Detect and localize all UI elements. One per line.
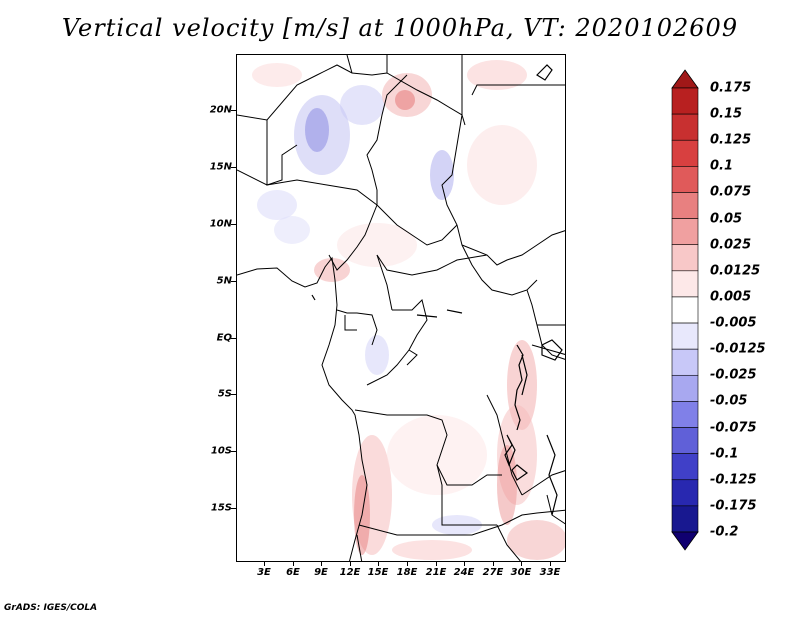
colorbar-label: 0.05 [710, 211, 743, 227]
latitude-label: 15N [209, 161, 232, 173]
longitude-label: 3E [257, 567, 271, 578]
longitude-tick [293, 562, 294, 566]
colorbar-bin [671, 479, 699, 507]
longitude-tick [407, 562, 408, 566]
latitude-label: 5S [217, 388, 232, 400]
latitude-label: 15S [210, 502, 232, 514]
latitude-label: 10N [209, 218, 232, 230]
latitude-tick [231, 110, 236, 111]
longitude-tick [464, 562, 465, 566]
latitude-tick [231, 338, 236, 339]
longitude-tick [521, 562, 522, 566]
colorbar-min-arrow [671, 531, 699, 551]
colorbar-label: 0.0125 [710, 263, 761, 279]
colorbar-bin [671, 374, 699, 402]
longitude-tick [321, 562, 322, 566]
colorbar-bin [671, 401, 699, 428]
latitude-tick [231, 394, 236, 395]
colorbar-label: 0.1 [710, 158, 734, 174]
colorbar-bin [671, 270, 699, 298]
latitude-tick [231, 224, 236, 225]
map-panel [236, 54, 566, 562]
colorbar-label: -0.0125 [710, 341, 766, 357]
longitude-label: 12E [339, 567, 361, 578]
latitude-label: 5N [216, 275, 232, 287]
colorbar [671, 69, 699, 551]
colorbar-bin [671, 192, 699, 219]
colorbar-label: -0.1 [710, 446, 739, 462]
colorbar-label: -0.2 [710, 524, 739, 540]
velocity-field [252, 60, 565, 560]
latitude-tick [231, 281, 236, 282]
colorbar-bin [671, 427, 699, 454]
longitude-tick [436, 562, 437, 566]
colorbar-label: -0.075 [710, 420, 757, 436]
latitude-label: EQ [216, 332, 232, 344]
colorbar-bin [671, 244, 699, 272]
longitude-tick [493, 562, 494, 566]
colorbar-bin [671, 113, 699, 141]
footer-credit: GrADS: IGES/COLA [4, 603, 98, 613]
longitude-tick [264, 562, 265, 566]
latitude-tick [231, 167, 236, 168]
colorbar-label: -0.005 [710, 315, 757, 331]
longitude-label: 18E [396, 567, 418, 578]
colorbar-bin [671, 453, 699, 481]
colorbar-bin [671, 218, 699, 246]
longitude-label: 27E [482, 567, 504, 578]
colorbar-label: 0.005 [710, 289, 752, 305]
longitude-tick [350, 562, 351, 566]
longitude-label: 15E [367, 567, 389, 578]
latitude-label: 10S [210, 445, 232, 457]
colorbar-bin [671, 296, 699, 324]
longitude-label: 30E [510, 567, 532, 578]
longitude-label: 24E [453, 567, 475, 578]
colorbar-label: 0.125 [710, 132, 752, 148]
colorbar-max-arrow [671, 69, 699, 89]
map-canvas [237, 55, 565, 561]
colorbar-label: 0.15 [710, 106, 743, 122]
colorbar-bin [671, 139, 699, 167]
map-title: Vertical velocity [m/s] at 1000hPa, VT: … [61, 14, 739, 42]
colorbar-bin [671, 166, 699, 193]
colorbar-bin [671, 87, 699, 115]
longitude-label: 9E [314, 567, 328, 578]
colorbar-bin [671, 505, 699, 533]
country-boundaries [237, 55, 565, 561]
colorbar-label: 0.075 [710, 184, 752, 200]
latitude-tick [231, 451, 236, 452]
colorbar-label: 0.025 [710, 237, 752, 253]
colorbar-label: -0.025 [710, 367, 757, 383]
longitude-label: 21E [425, 567, 447, 578]
longitude-tick [378, 562, 379, 566]
colorbar-label: 0.175 [710, 80, 752, 96]
lake-outlines [311, 64, 563, 516]
longitude-tick [550, 562, 551, 566]
colorbar-bin [671, 322, 699, 350]
latitude-label: 20N [209, 104, 232, 116]
colorbar-label: -0.175 [710, 498, 757, 514]
longitude-label: 6E [286, 567, 300, 578]
colorbar-label: -0.125 [710, 472, 757, 488]
longitude-label: 33E [539, 567, 561, 578]
colorbar-bin [671, 348, 699, 376]
latitude-tick [231, 508, 236, 509]
colorbar-label: -0.05 [710, 393, 748, 409]
